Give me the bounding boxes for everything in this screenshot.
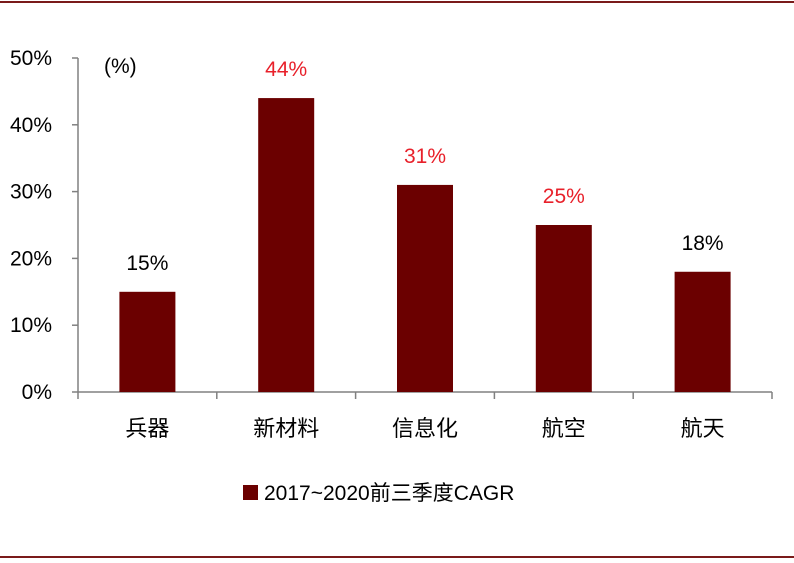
y-tick-label: 20% [10, 247, 52, 270]
y-tick-label: 0% [22, 381, 52, 404]
x-axis: 兵器 新材料 信息化 航空 航天 [77, 391, 773, 442]
bar [119, 291, 176, 392]
x-tick-label: 航空 [542, 417, 586, 442]
bar [674, 271, 731, 392]
y-tick-label: 50% [10, 47, 52, 70]
bars [119, 98, 731, 392]
legend-swatch [243, 485, 258, 500]
x-tick-label: 航天 [681, 417, 725, 442]
y-tick-label: 40% [10, 114, 52, 137]
y-unit-label: (%) [104, 55, 137, 78]
y-tick-label: 10% [10, 314, 52, 337]
x-tick-label: 信息化 [392, 417, 458, 442]
data-label: 15% [126, 252, 168, 275]
data-labels: 15% 44% 31% 25% 18% [126, 58, 723, 275]
legend: 2017~2020前三季度CAGR [243, 482, 514, 505]
bar [535, 225, 592, 392]
x-tick-label: 新材料 [253, 417, 319, 442]
x-tick-label: 兵器 [125, 417, 169, 442]
data-label: 44% [265, 58, 307, 81]
data-label: 25% [543, 185, 585, 208]
y-tick-label: 30% [10, 181, 52, 204]
legend-label: 2017~2020前三季度CAGR [264, 482, 514, 505]
y-axis: 0% 10% 20% 30% 40% 50% [10, 47, 79, 404]
data-label: 31% [404, 145, 446, 168]
data-label: 18% [682, 232, 724, 255]
bar [258, 98, 315, 392]
bar [397, 184, 453, 392]
